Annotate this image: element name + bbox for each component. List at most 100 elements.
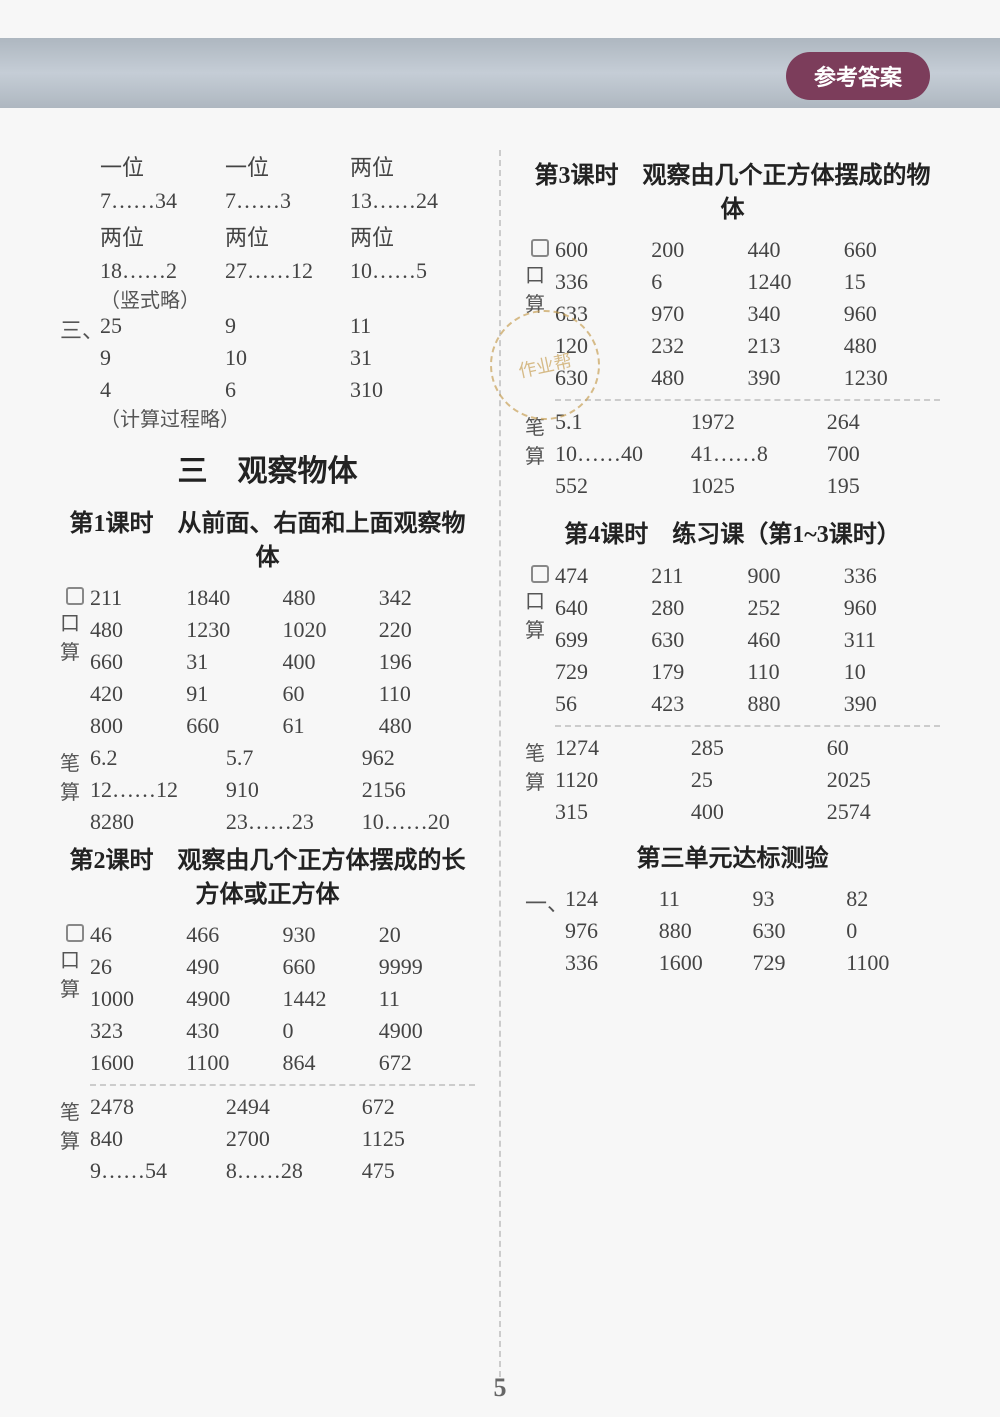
cell: 211	[90, 585, 186, 611]
txt: 27……12	[225, 258, 350, 284]
cell: 480	[844, 333, 940, 359]
cell: 800	[90, 713, 186, 739]
cell: 311	[844, 627, 940, 653]
cell: 31	[186, 649, 282, 675]
cell: 1100	[846, 950, 940, 976]
cell: 264	[827, 409, 940, 435]
label-bisuan: 笔算	[525, 735, 555, 825]
lesson3-bisuan: 笔算 5.1197226410……4041……87005521025195	[525, 409, 940, 499]
cell: 1125	[362, 1126, 475, 1152]
cell: 336	[565, 950, 659, 976]
cell: 1972	[691, 409, 827, 435]
left-column: 一位 一位 两位 7……34 7……3 13……24 两位 两位 两位 18………	[60, 150, 475, 1377]
cell: 10	[844, 659, 940, 685]
cell: 480	[283, 585, 379, 611]
cell: 213	[748, 333, 844, 359]
watermark-text: 作业帮	[516, 347, 574, 384]
cell: 220	[379, 617, 475, 643]
cell: 1120	[555, 767, 691, 793]
cell: 1025	[691, 473, 827, 499]
square-icon	[66, 587, 84, 605]
square-icon	[66, 924, 84, 942]
divider	[555, 399, 940, 401]
label-text: 口算	[525, 259, 555, 317]
cell: 280	[651, 595, 747, 621]
cell: 390	[844, 691, 940, 717]
cell: 46	[90, 922, 186, 948]
txt: 18……2	[100, 258, 225, 284]
cell: 6	[651, 269, 747, 295]
divider	[555, 725, 940, 727]
cell: 2478	[90, 1094, 226, 1120]
lesson4-bisuan: 笔算 12742856011202520253154002574	[525, 735, 940, 825]
txt: 310	[350, 377, 475, 403]
cell: 12……12	[90, 777, 226, 803]
cell: 1020	[283, 617, 379, 643]
cell: 336	[844, 563, 940, 589]
lesson3-title: 第3课时 观察由几个正方体摆成的物体	[525, 160, 940, 227]
cell: 552	[555, 473, 691, 499]
cell: 672	[362, 1094, 475, 1120]
txt: 13……24	[350, 188, 475, 214]
cell: 480	[379, 713, 475, 739]
cell: 56	[555, 691, 651, 717]
cell: 2156	[362, 777, 475, 803]
cell: 864	[283, 1050, 379, 1076]
cell: 1230	[186, 617, 282, 643]
label-text: 笔算	[60, 747, 90, 805]
cell: 660	[186, 713, 282, 739]
cell: 699	[555, 627, 651, 653]
txt: 一位	[100, 150, 225, 182]
unit-test: 一、 124119382976880630033616007291100	[525, 886, 940, 976]
big-title: 三 观察物体	[60, 446, 475, 490]
cell: 1230	[844, 365, 940, 391]
lesson1-kousuan: 口算 2111840480342480123010202206603140019…	[60, 585, 475, 739]
label-text: 笔算	[60, 1096, 90, 1154]
cell: 41……8	[691, 441, 827, 467]
cell: 26	[90, 954, 186, 980]
cell: 252	[748, 595, 844, 621]
cell: 11	[379, 986, 475, 1012]
cell: 962	[362, 745, 475, 771]
lesson4-title: 第4课时 练习课（第1~3课时）	[525, 519, 940, 553]
cell: 660	[283, 954, 379, 980]
cell: 61	[283, 713, 379, 739]
blank-prefix	[60, 150, 100, 284]
cell: 630	[651, 627, 747, 653]
cell: 880	[748, 691, 844, 717]
cell: 1840	[186, 585, 282, 611]
cell: 4900	[186, 986, 282, 1012]
txt: 10……5	[350, 258, 475, 284]
txt: 两位	[350, 220, 475, 252]
txt: 7……3	[225, 188, 350, 214]
cell: 11	[659, 886, 753, 912]
cell: 480	[90, 617, 186, 643]
lesson1-title: 第1课时 从前面、右面和上面观察物体	[60, 508, 475, 575]
cell: 232	[651, 333, 747, 359]
cell: 9999	[379, 954, 475, 980]
cell: 0	[283, 1018, 379, 1044]
cell: 1000	[90, 986, 186, 1012]
cell: 91	[186, 681, 282, 707]
cell: 5.1	[555, 409, 691, 435]
cell: 10……40	[555, 441, 691, 467]
cell: 474	[555, 563, 651, 589]
cell: 20	[379, 922, 475, 948]
cell: 1442	[283, 986, 379, 1012]
cell: 15	[844, 269, 940, 295]
cell: 336	[555, 269, 651, 295]
cell: 342	[379, 585, 475, 611]
cell: 729	[753, 950, 847, 976]
cell: 124	[565, 886, 659, 912]
header-band: 参考答案	[0, 38, 1000, 108]
label-kousuan: 口算	[60, 585, 90, 739]
cell: 195	[827, 473, 940, 499]
cell: 460	[748, 627, 844, 653]
cell: 672	[379, 1050, 475, 1076]
cell: 110	[748, 659, 844, 685]
txt: 一位	[225, 150, 350, 182]
lesson4-kousuan: 口算 4742119003366402802529606996304603117…	[525, 563, 940, 717]
cell: 2700	[226, 1126, 362, 1152]
cell: 2494	[226, 1094, 362, 1120]
header-badge: 参考答案	[786, 52, 930, 100]
